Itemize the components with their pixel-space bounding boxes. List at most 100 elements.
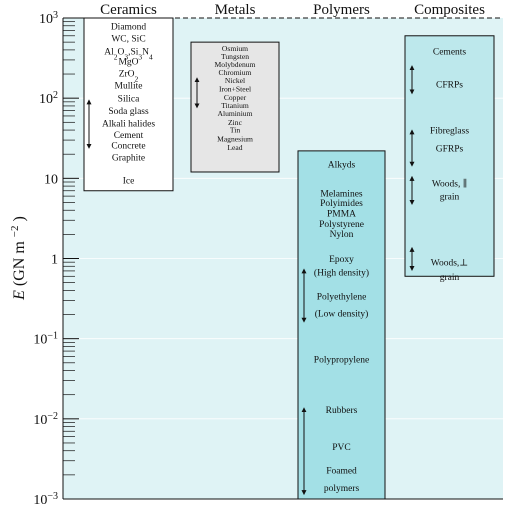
range-box [297,150,386,500]
formula-part: ZrO [119,70,135,80]
material-label: Fibreglass [430,127,469,137]
range-box [404,35,495,277]
material-label: GFRPs [436,144,464,154]
tick-base: 10 [39,12,53,27]
tick-exponent: 3 [53,10,58,21]
y-label-unit-close: ) [11,216,28,221]
tick-base: 10 [33,333,47,348]
material-label: WC, SiC [111,35,145,45]
material-label: Cement [114,131,144,141]
tick-exponent: −2 [47,410,58,421]
tick-label: 10 [44,172,58,187]
category-header: Polymers [313,2,370,18]
material-label: (Low density) [315,308,369,319]
material-label: Tin [230,126,240,135]
material-label: Nickel [225,76,245,85]
category-header: Ceramics [100,2,157,18]
category-header: Composites [414,2,485,18]
formula-part: ,Si [128,47,139,57]
formula-part: 2 [135,74,139,83]
tick-label: 10−3 [33,491,58,509]
material-label: Alkyds [328,161,356,171]
material-label: Zinc [228,118,243,127]
tick-label: 1 [51,253,58,268]
material-label: Polypropylene [314,355,369,365]
tick-base: 10 [33,493,47,508]
material-label: Chromium [219,68,252,77]
material-label: Epoxy [329,255,354,265]
formula-part: Al [104,47,114,57]
material-label: Polyimides [320,199,363,209]
material-label: Woods,⊥ [431,259,468,269]
tick-exponent: −3 [47,491,58,502]
column-polymers: Alkyds MelaminesPolyimidesPMMAPolystyrene… [297,150,386,500]
formula-part: O [117,47,124,57]
column-composites: Cements CFRPs Fibreglass GFRPs Woods, ∥ grain… [404,35,495,283]
material-label: grain [440,193,460,203]
material-label: Cements [433,47,467,57]
tick-label: 102 [39,90,58,108]
formula-part: 3 [138,52,142,61]
material-label: Foamed [326,467,357,477]
column-metals: OsmiumTungstenMolybdenumChromiumNickelIr… [190,41,280,173]
range-box [190,41,280,173]
y-label-symbol: E [11,290,28,301]
tick-label: 10−2 [33,410,58,428]
formula-part: 4 [149,52,153,61]
tick-base: 10 [39,92,53,107]
material-label: Woods, ∥ [432,178,467,189]
range-box [83,17,174,192]
material-label: Molybdenum [215,60,256,69]
material-label: polymers [324,484,360,494]
tick-label: 103 [39,10,58,28]
material-label: Polyethylene [317,293,367,303]
material-label: (High density) [314,267,369,278]
tick-base: 10 [33,413,47,428]
y-axis-label: E (GN m −2 ) [9,216,28,301]
material-label: Soda glass [108,107,149,117]
tick-exponent: −1 [47,330,58,341]
formula-part: N [142,47,149,57]
material-label: Polystyrene [319,220,364,230]
y-label-unit-exponent: −2 [9,225,21,237]
material-label: CFRPs [436,81,463,91]
material-label: Alkali halides [102,120,155,130]
material-label: Copper [224,93,247,102]
formula-part: 2 [114,52,118,61]
material-label: Tungsten [221,52,249,61]
material-label: Silica [118,95,140,105]
material-label: Rubbers [326,406,358,416]
material-label: Titanium [221,101,249,110]
material-label: Aluminium [217,109,252,118]
material-label: PMMA [327,209,356,219]
svg-text:E (GN m −2: E (GN m −2 ) [9,216,28,301]
material-label: Diamond [111,22,147,32]
material-label: PVC [332,443,350,453]
category-header: Metals [215,2,256,18]
material-label: Ice [123,177,135,187]
category-headers: Ceramics Metals Polymers Composites [100,2,485,18]
material-label: Melamines [320,189,363,199]
material-label: grain [440,273,460,283]
material-label: Graphite [112,153,145,163]
material-label: Al2O3,Si3N4 [104,47,153,61]
material-label: Lead [227,143,242,152]
material-label: Osmium [222,44,248,53]
material-label: Mullite [115,82,143,92]
tick-base: 1 [51,253,58,268]
tick-label: 10−1 [33,330,58,348]
material-label: Concrete [111,142,145,152]
material-label: Iron+Steel [219,85,251,94]
y-label-unit: (GN m [11,241,28,286]
material-label: Nylon [330,230,354,240]
formula-part: 3 [124,52,128,61]
material-label: ZrO2 [119,70,139,84]
material-label: MgO [118,58,138,68]
material-label: Magnesium [217,134,253,143]
tick-base: 10 [44,172,58,187]
tick-exponent: 2 [53,90,58,101]
